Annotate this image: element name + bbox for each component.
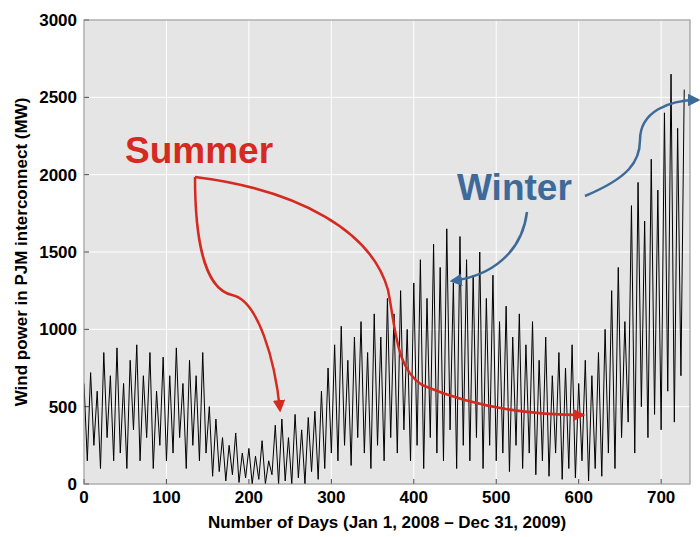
x-tick-label: 100 [152,488,180,507]
tick-mark [578,479,579,484]
annotation-text: Summer [125,130,273,171]
x-tick-label: 500 [482,488,510,507]
plot-background [84,20,690,484]
x-tick-label: 400 [400,488,428,507]
data-group [84,74,684,484]
tick-mark [331,479,332,484]
annotation-arrow [452,212,527,281]
data-line [84,74,684,484]
grid-line [84,252,690,253]
y-tick-label: 1500 [39,243,77,262]
plot-frame [84,20,690,484]
annotation-arrow [195,177,280,410]
tick-mark [413,479,414,484]
y-tick-label: 2500 [39,88,77,107]
y-tick-label: 1000 [39,320,77,339]
x-tick-label: 600 [565,488,593,507]
tick-mark [166,479,167,484]
y-tick-label: 0 [68,475,77,494]
annotation-text: Winter [457,167,572,208]
annotations: Summer Winter [125,100,698,415]
tick-mark [84,97,89,98]
tick-mark [248,479,249,484]
y-tick-label: 500 [49,398,77,417]
tick-mark [84,252,89,253]
tick-mark [496,479,497,484]
annotation-arrow [585,100,698,196]
y-axis-label: Wind power in PJM interconnect (MW) [12,98,31,407]
y-tick-label: 3000 [39,11,77,30]
tick-mark [84,174,89,175]
grid-line [84,97,690,98]
y-tick-label: 2000 [39,166,77,185]
grid [84,20,690,484]
x-tick-label: 200 [235,488,263,507]
tick-mark [661,479,662,484]
x-axis-label: Number of Days (Jan 1, 2008 – Dec 31, 20… [208,513,566,532]
chart: 0 100 200 300 400 500 600 700 0 500 1000 1500 2000 25… [0,0,700,537]
x-tick-label: 700 [647,488,675,507]
x-tick-label: 0 [79,488,88,507]
grid-line [84,174,690,175]
x-tick-label: 300 [317,488,345,507]
annotation-arrow [195,177,583,415]
tick-mark [84,329,89,330]
